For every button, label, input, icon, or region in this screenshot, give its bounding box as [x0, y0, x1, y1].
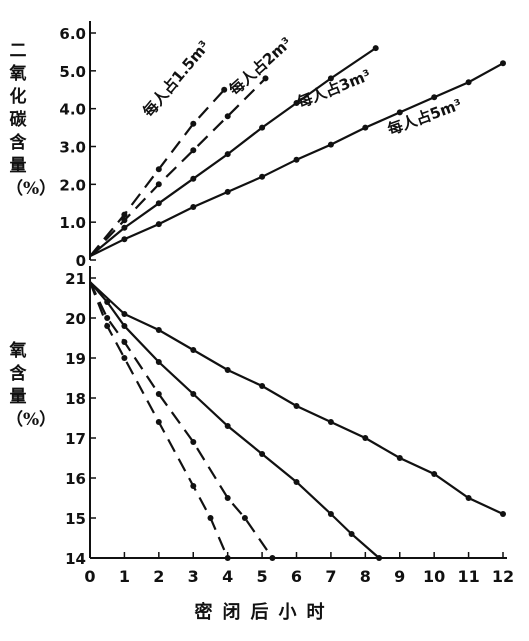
oxygen-y-tick-label: 17: [65, 430, 86, 448]
oxygen-data-point: [293, 403, 300, 409]
oxygen-y-tick-label: 15: [65, 510, 86, 528]
series-label-3: 每人占3m³: [295, 66, 374, 112]
oxygen-data-point: [224, 367, 231, 373]
oxygen-data-point: [190, 391, 197, 397]
oxygen-axis-label: 氧含量（%）: [6, 341, 57, 430]
x-tick-label: 1: [119, 567, 130, 586]
co2-data-point: [190, 175, 197, 182]
oxygen-data-point: [121, 323, 128, 329]
oxygen-data-point: [190, 439, 197, 445]
oxygen-data-point: [259, 383, 266, 389]
oxygen-data-point: [104, 323, 111, 329]
x-tick-label: 11: [457, 567, 479, 586]
oxygen-data-point: [327, 419, 334, 425]
co2-data-point: [293, 156, 300, 163]
oxygen-y-tick-label: 14: [65, 550, 86, 568]
x-tick-label: 3: [188, 567, 199, 586]
co2-series-line-2: [89, 77, 267, 257]
co2-data-point: [121, 236, 128, 243]
series-label-2: 每人占2m³: [226, 34, 296, 99]
oxygen-data-point: [121, 339, 128, 345]
co2-data-point: [155, 221, 162, 228]
co2-y-tick-label: 4.0: [59, 101, 86, 119]
oxygen-data-point: [259, 451, 266, 457]
oxygen-data-point: [155, 327, 162, 333]
oxygen-data-point: [293, 479, 300, 485]
co2-data-point: [293, 100, 300, 106]
co2-data-point: [121, 211, 128, 218]
co2-data-point: [259, 173, 266, 180]
x-axis-label: 密闭后小时: [194, 602, 335, 623]
x-tick-label: 4: [222, 567, 233, 586]
co2-data-point: [190, 147, 197, 154]
series-label-1: 每人占1.5m³: [139, 37, 213, 120]
oxygen-data-point: [465, 495, 472, 501]
oxygen-y-tick-label: 21: [65, 270, 86, 288]
co2-data-point: [121, 217, 128, 224]
co2-y-tick-label: 1.0: [59, 214, 86, 232]
oxygen-data-point: [121, 355, 128, 361]
co2-y-tick-label: 3.0: [59, 139, 86, 157]
oxygen-data-point: [362, 435, 369, 441]
oxygen-data-point: [431, 471, 438, 477]
co2-data-point: [190, 120, 197, 127]
co2-data-point: [224, 188, 231, 195]
oxygen-y-tick-label: 16: [65, 470, 86, 488]
co2-y-tick-label: 0: [76, 252, 86, 270]
x-tick-label: 5: [257, 567, 268, 586]
x-tick-label: 7: [325, 567, 336, 586]
x-tick-label: 10: [423, 567, 445, 586]
co2-data-point: [431, 94, 438, 101]
x-tick-label: 6: [291, 567, 302, 586]
co2-data-point: [221, 86, 228, 93]
oxygen-data-point: [348, 531, 355, 537]
x-tick-label: 2: [153, 567, 164, 586]
co2-data-point: [155, 200, 162, 207]
oxygen-data-point: [121, 311, 128, 317]
co2-y-tick-label: 2.0: [59, 176, 86, 194]
oxygen-data-point: [224, 423, 231, 429]
co2-data-point: [224, 151, 231, 158]
co2-data-point: [224, 113, 231, 120]
co2-data-point: [262, 75, 269, 82]
oxygen-data-point: [155, 391, 162, 397]
co2-data-point: [396, 109, 403, 116]
oxygen-data-point: [155, 359, 162, 365]
oxygen-data-point: [190, 483, 197, 489]
co2-data-point: [465, 79, 472, 86]
oxygen-data-point: [155, 419, 162, 425]
oxygen-data-point: [224, 495, 231, 501]
oxygen-data-point: [396, 455, 403, 461]
co2-data-point: [500, 60, 506, 67]
oxygen-y-tick-label: 19: [65, 350, 86, 368]
oxygen-data-point: [500, 511, 506, 517]
co2-data-point: [155, 181, 162, 188]
oxygen-data-point: [207, 515, 214, 521]
oxygen-series-line-2: [89, 281, 274, 559]
co2-y-tick-label: 6.0: [59, 25, 86, 43]
x-tick-label: 9: [394, 567, 405, 586]
co2-data-point: [121, 224, 128, 231]
oxygen-y-tick-label: 20: [65, 310, 86, 328]
co2-data-point: [372, 45, 379, 52]
oxygen-data-point: [327, 511, 334, 517]
oxygen-y-tick-label: 18: [65, 390, 86, 408]
oxygen-series-line-3: [89, 281, 380, 559]
co2-data-point: [327, 75, 334, 82]
x-tick-label: 12: [492, 567, 514, 586]
oxygen-data-point: [104, 315, 111, 321]
x-tick-label: 0: [84, 567, 95, 586]
oxygen-data-point: [190, 347, 197, 353]
co2-axis-label: 二氧化碳含量（%）: [6, 41, 57, 199]
oxygen-data-point: [241, 515, 248, 521]
x-tick-label: 8: [360, 567, 371, 586]
co2-data-point: [327, 141, 334, 148]
co2-data-point: [259, 124, 266, 131]
co2-data-point: [362, 124, 369, 131]
co2-data-point: [190, 204, 197, 210]
co2-data-point: [155, 166, 162, 173]
co2-y-tick-label: 5.0: [59, 63, 86, 81]
